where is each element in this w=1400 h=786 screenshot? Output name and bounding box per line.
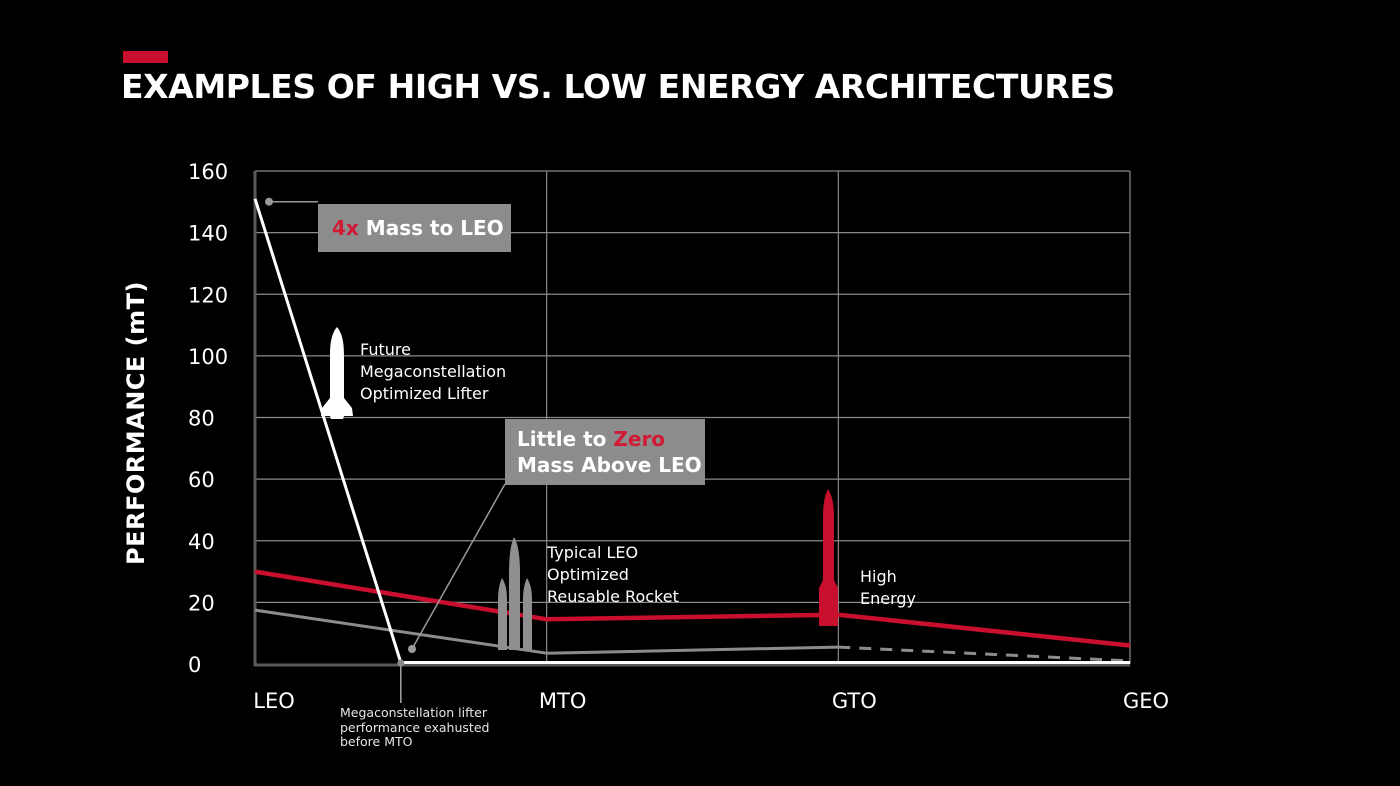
- mass-to-leo-callout: 4x Mass to LEO: [318, 204, 511, 252]
- future-lifter-label: Future Megaconstellation Optimized Lifte…: [360, 339, 506, 405]
- x-tick-label: GEO: [1123, 689, 1169, 713]
- future-lifter-rocket-icon: [321, 327, 353, 419]
- typical-reusable-rocket-icon: [498, 537, 532, 650]
- high-energy-series-line: [254, 569, 1131, 648]
- future-lifter-label-line: Future: [360, 340, 411, 359]
- chart-series: [253, 198, 1131, 664]
- y-tick-label: 160: [188, 160, 228, 184]
- little-to-zero-pre: Little to: [517, 427, 614, 451]
- y-tick-label: 80: [188, 407, 215, 431]
- exhausted-note: Megaconstellation lifter performance exa…: [340, 705, 490, 750]
- little-to-zero-leader: [411, 483, 506, 650]
- little-to-zero-highlight: Zero: [613, 427, 666, 451]
- y-tick-labels: 0 20 40 60 80 100 120 140 160: [188, 160, 228, 677]
- little-to-zero-callout: Little to Zero Mass Above LEO: [505, 419, 705, 485]
- y-tick-label: 20: [188, 591, 215, 615]
- y-tick-label: 100: [188, 345, 228, 369]
- typical-leo-series-line: [254, 608, 839, 655]
- mass-to-leo-dot: [265, 197, 273, 206]
- typical-leo-extrapolated-series-line: [838, 645, 1131, 663]
- y-tick-label: 60: [188, 468, 215, 492]
- little-to-zero-dot: [408, 645, 416, 653]
- exhausted-note-line: Megaconstellation lifter: [340, 705, 487, 720]
- annotation-leaders: [265, 197, 506, 703]
- x-tick-label: LEO: [253, 689, 295, 713]
- y-tick-label: 0: [188, 653, 201, 677]
- x-tick-label: GTO: [832, 689, 877, 713]
- megaconstellation-series-line: [253, 198, 1130, 664]
- accent-bar: [123, 51, 168, 63]
- exhausted-note-line: performance exahusted: [340, 719, 490, 735]
- future-lifter-label-line: Megaconstellation: [360, 362, 507, 381]
- future-lifter-label-line: Optimized Lifter: [360, 384, 489, 403]
- typical-leo-label-line: Typical LEO: [547, 543, 639, 562]
- mass-to-leo-text: Mass to LEO: [358, 216, 504, 240]
- chart-grid: [253, 170, 1131, 667]
- little-to-zero-line1: Little to Zero: [517, 426, 705, 452]
- exhausted-note-dot: [397, 659, 405, 667]
- y-tick-label: 40: [188, 530, 215, 554]
- mass-to-leo-highlight: 4x: [332, 216, 359, 240]
- typical-leo-label-line: Optimized: [547, 565, 629, 584]
- high-energy-label: High Energy: [860, 566, 916, 610]
- page-title: EXAMPLES OF HIGH VS. LOW ENERGY ARCHITEC…: [121, 67, 1115, 106]
- x-tick-labels: LEO MTO GTO GEO: [253, 689, 1169, 713]
- high-energy-label-line: Energy: [860, 589, 917, 608]
- y-tick-label: 120: [188, 283, 228, 307]
- y-tick-label: 140: [188, 222, 228, 246]
- x-tick-label: MTO: [539, 689, 586, 713]
- typical-leo-label-line: Reusable Rocket: [547, 587, 679, 606]
- high-energy-label-line: High: [860, 567, 897, 586]
- typical-leo-label: Typical LEO Optimized Reusable Rocket: [547, 542, 679, 608]
- exhausted-note-line: before MTO: [340, 734, 413, 749]
- high-energy-rocket-icon: [819, 489, 838, 626]
- little-to-zero-line2: Mass Above LEO: [517, 453, 702, 477]
